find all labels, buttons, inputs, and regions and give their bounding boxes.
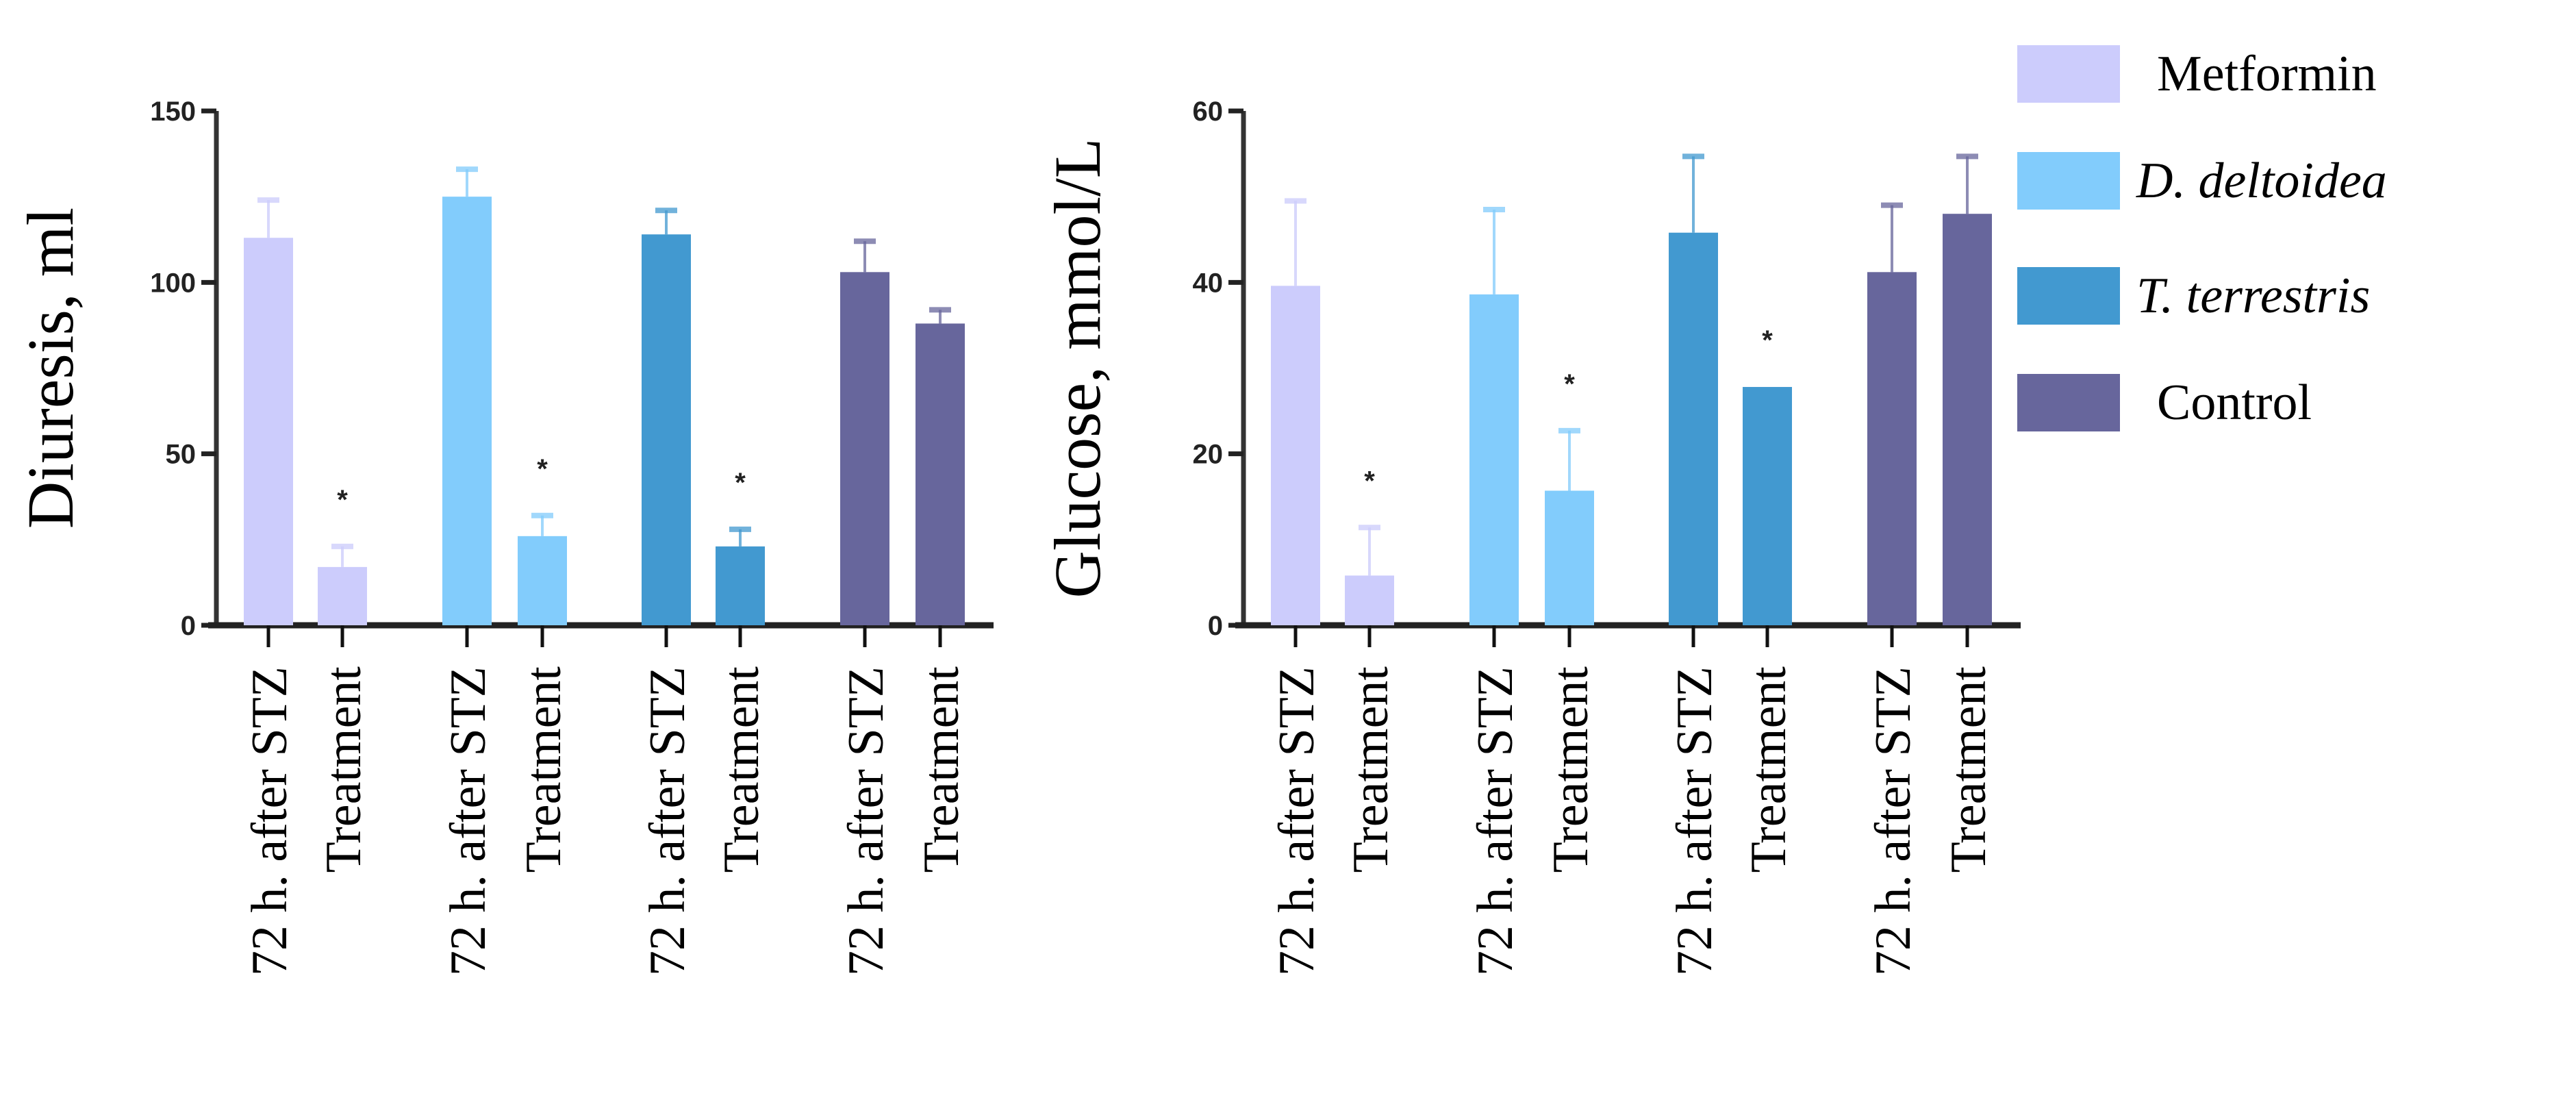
y-tick-label: 0 — [1208, 611, 1223, 641]
bar — [1271, 286, 1320, 625]
significance-marker: * — [1564, 369, 1575, 399]
y-tick-label: 20 — [1193, 440, 1224, 470]
legend-item: Metformin — [2017, 45, 2377, 103]
y-tick-label: 50 — [166, 440, 197, 470]
x-tick-label: 72 h. after STZ — [1667, 666, 1723, 976]
y-tick-label: 150 — [150, 97, 196, 127]
legend-item: Control — [2017, 374, 2312, 431]
x-tick-label: Treatment — [516, 666, 572, 873]
y-tick-label: 40 — [1193, 268, 1224, 298]
bar — [442, 197, 492, 626]
x-tick-label: Treatment — [1741, 666, 1797, 873]
x-tick-label: Treatment — [1343, 666, 1399, 873]
bar — [1545, 490, 1594, 625]
significance-marker: * — [537, 454, 548, 484]
legend-swatch — [2017, 374, 2120, 431]
bar — [1345, 575, 1394, 625]
legend-item: D. deltoidea — [2017, 152, 2387, 210]
bar — [318, 566, 367, 625]
legend-label: D. deltoidea — [2136, 153, 2387, 209]
y-tick-label: 100 — [150, 268, 196, 298]
bar — [916, 323, 965, 625]
x-tick-label: Treatment — [1543, 666, 1599, 873]
bar — [1943, 214, 1992, 625]
x-tick-label: 72 h. after STZ — [242, 666, 298, 976]
bar — [518, 536, 567, 625]
x-tick-label: 72 h. after STZ — [440, 666, 496, 976]
y-axis-label: Diuresis, ml — [14, 208, 87, 529]
bar — [1743, 387, 1792, 625]
significance-marker: * — [1762, 325, 1773, 355]
x-tick-label: Treatment — [714, 666, 770, 873]
significance-marker: * — [1364, 466, 1375, 496]
x-tick-label: Treatment — [913, 666, 970, 873]
y-tick-label: 60 — [1193, 97, 1224, 127]
x-tick-label: 72 h. after STZ — [1269, 666, 1325, 976]
legend-swatch — [2017, 267, 2120, 325]
legend-swatch — [2017, 45, 2120, 103]
bar — [1469, 294, 1519, 625]
x-tick-label: Treatment — [316, 666, 372, 873]
legend-label: T. terrestris — [2136, 268, 2370, 324]
x-tick-label: 72 h. after STZ — [838, 666, 894, 976]
significance-marker: * — [735, 468, 746, 498]
x-tick-label: 72 h. after STZ — [1865, 666, 1921, 976]
x-tick-label: 72 h. after STZ — [640, 666, 696, 976]
legend-label: Metformin — [2157, 46, 2377, 102]
y-tick-label: 0 — [181, 611, 196, 641]
legend-label: Control — [2157, 375, 2312, 431]
bar — [840, 272, 889, 625]
bar — [642, 234, 691, 625]
bar — [244, 238, 293, 625]
y-axis-label: Glucose, mmol/L — [1041, 138, 1114, 599]
significance-marker: * — [337, 485, 348, 515]
legend-swatch — [2017, 152, 2120, 210]
bar — [1867, 272, 1917, 625]
legend: Metformin D. deltoidea T. terrestris Contro… — [2017, 45, 2387, 431]
legend-item: T. terrestris — [2017, 267, 2370, 325]
bar — [716, 546, 765, 625]
x-tick-label: Treatment — [1941, 666, 1997, 873]
chart-panel-1: 0 50 100 150 Diuresis, ml 72 h. after STZ * Tre… — [14, 97, 994, 976]
x-tick-label: 72 h. after STZ — [1467, 666, 1524, 976]
chart-panel-2: 0 20 40 60 Glucose, mmol/L 72 h. after STZ * Tr… — [1041, 97, 2021, 976]
bar — [1669, 232, 1718, 625]
